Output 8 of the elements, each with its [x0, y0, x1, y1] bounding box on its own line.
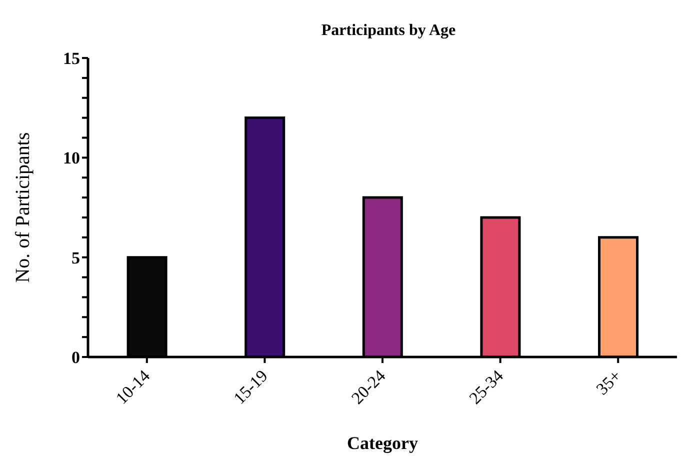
chart-title: Participants by Age: [320, 22, 457, 40]
y-tick-label: 0: [72, 348, 80, 368]
y-tick-label: 5: [72, 248, 80, 268]
y-tick-label: 10: [63, 148, 80, 168]
x-axis-title: Category: [347, 433, 418, 453]
y-tick-label: 15: [63, 49, 80, 68]
y-axis-title: No. of Participants: [12, 132, 34, 283]
x-tick-label: 35+: [592, 366, 625, 399]
